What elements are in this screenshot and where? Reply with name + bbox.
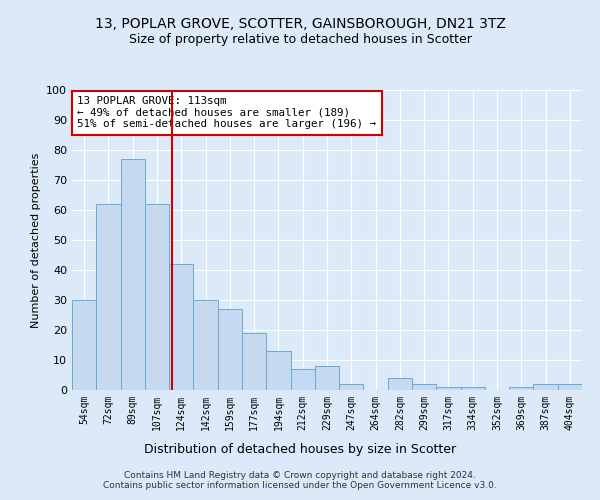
Bar bbox=[509, 387, 533, 390]
Bar bbox=[339, 384, 364, 390]
Bar bbox=[315, 366, 339, 390]
Bar bbox=[145, 204, 169, 390]
Bar bbox=[290, 369, 315, 390]
Bar bbox=[436, 387, 461, 390]
Text: 13, POPLAR GROVE, SCOTTER, GAINSBOROUGH, DN21 3TZ: 13, POPLAR GROVE, SCOTTER, GAINSBOROUGH,… bbox=[95, 18, 505, 32]
Bar bbox=[218, 309, 242, 390]
Bar bbox=[266, 351, 290, 390]
Text: Size of property relative to detached houses in Scotter: Size of property relative to detached ho… bbox=[128, 32, 472, 46]
Bar bbox=[412, 384, 436, 390]
Text: Distribution of detached houses by size in Scotter: Distribution of detached houses by size … bbox=[144, 442, 456, 456]
Bar bbox=[388, 378, 412, 390]
Bar bbox=[96, 204, 121, 390]
Bar bbox=[533, 384, 558, 390]
Text: 13 POPLAR GROVE: 113sqm
← 49% of detached houses are smaller (189)
51% of semi-d: 13 POPLAR GROVE: 113sqm ← 49% of detache… bbox=[77, 96, 376, 129]
Bar bbox=[461, 387, 485, 390]
Y-axis label: Number of detached properties: Number of detached properties bbox=[31, 152, 41, 328]
Bar bbox=[169, 264, 193, 390]
Bar bbox=[558, 384, 582, 390]
Bar bbox=[242, 333, 266, 390]
Text: Contains HM Land Registry data © Crown copyright and database right 2024.
Contai: Contains HM Land Registry data © Crown c… bbox=[103, 470, 497, 490]
Bar bbox=[72, 300, 96, 390]
Bar bbox=[121, 159, 145, 390]
Bar bbox=[193, 300, 218, 390]
